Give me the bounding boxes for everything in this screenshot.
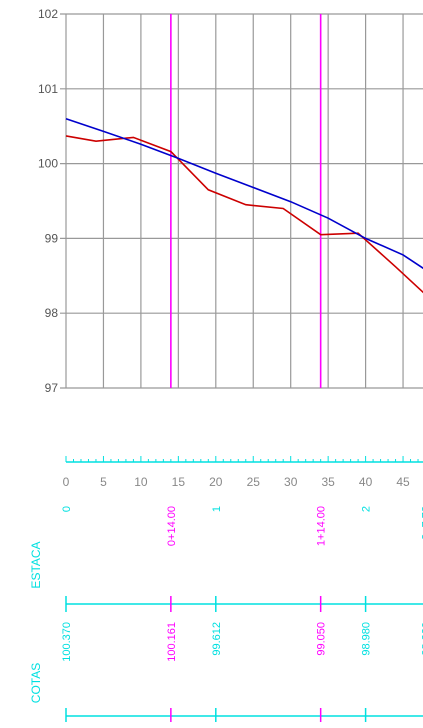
station-estaca-label: 1+14.00 bbox=[316, 506, 328, 546]
y-tick-label: 101 bbox=[38, 82, 58, 96]
station-estaca-label: 2 bbox=[361, 506, 373, 512]
station-cota-label: 98.220 bbox=[421, 622, 423, 656]
y-tick-label: 98 bbox=[45, 306, 59, 320]
x-tick-label: 30 bbox=[284, 475, 298, 489]
station-cota-label: 100.161 bbox=[166, 622, 178, 662]
grid-layer bbox=[60, 13, 423, 389]
x-tick-label: 25 bbox=[247, 475, 261, 489]
x-tick-label: 45 bbox=[396, 475, 410, 489]
x-tick-label: 0 bbox=[63, 475, 70, 489]
x-tick-label: 15 bbox=[172, 475, 186, 489]
x-tick-label: 40 bbox=[359, 475, 373, 489]
y-tick-label: 99 bbox=[45, 231, 59, 245]
station-cota-label: 99.612 bbox=[211, 622, 223, 656]
station-markers bbox=[170, 14, 322, 388]
y-tick-labels: 97 98 99 100 101 102 bbox=[38, 7, 58, 395]
station-estaca-label: 0 bbox=[61, 506, 73, 512]
cotas-label: COTAS bbox=[29, 663, 43, 703]
y-tick-label: 97 bbox=[45, 381, 59, 395]
y-tick-label: 102 bbox=[38, 7, 58, 21]
station-cota-label: 99.050 bbox=[316, 622, 328, 656]
x-tick-label: 5 bbox=[100, 475, 107, 489]
grade-line bbox=[65, 117, 423, 270]
y-tick-label: 100 bbox=[38, 157, 58, 171]
estaca-label: ESTACA bbox=[29, 541, 43, 588]
station-estaca-label: 1 bbox=[211, 506, 223, 512]
x-tick-label: 35 bbox=[321, 475, 335, 489]
station-estaca-label: 2+7.72 bbox=[421, 506, 423, 540]
station-cota-label: 100.370 bbox=[61, 622, 73, 662]
series-lines bbox=[65, 117, 423, 294]
station-estaca-label: 0+14.00 bbox=[166, 506, 178, 546]
x-tick-label: 20 bbox=[209, 475, 223, 489]
station-cota-label: 98.980 bbox=[361, 622, 373, 656]
terrain-line bbox=[65, 135, 423, 294]
x-tick-label: 10 bbox=[134, 475, 148, 489]
bottom-band: ESTACA COTAS 0 5 10 15 20 25 30 35 40 45 0 100.370 0… bbox=[29, 456, 423, 722]
